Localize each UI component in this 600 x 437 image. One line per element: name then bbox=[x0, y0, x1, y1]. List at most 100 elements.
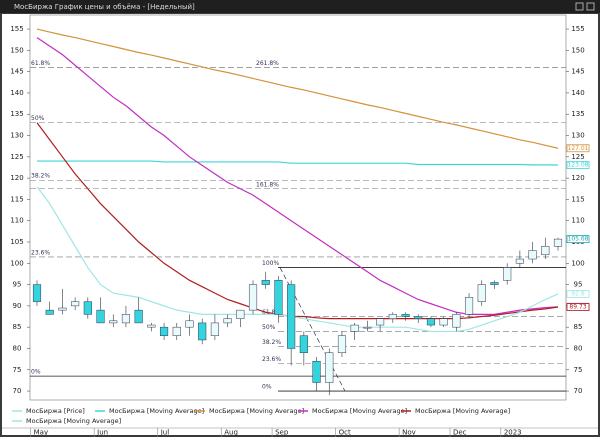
last-value-box bbox=[566, 290, 590, 298]
candle-body bbox=[160, 326, 169, 336]
legend-label: МосБиржа [Moving Average] bbox=[312, 407, 407, 415]
candle-body bbox=[261, 280, 270, 285]
candle-body bbox=[452, 314, 461, 328]
x-tick-label: Jul bbox=[160, 429, 170, 437]
last-value-label: 127.01 bbox=[568, 145, 589, 152]
moving-average-line bbox=[36, 186, 559, 333]
y-tick-label: 130 bbox=[10, 132, 23, 140]
candle-body bbox=[528, 250, 537, 260]
last-value-label: 89.73 bbox=[569, 304, 586, 311]
moving-average-line bbox=[36, 122, 559, 320]
y-tick-label: 140 bbox=[571, 89, 584, 97]
candle-body bbox=[363, 326, 372, 329]
y-tick-label: 130 bbox=[571, 132, 584, 140]
legend-label: МосБиржа [Price] bbox=[26, 407, 85, 415]
title-bar bbox=[0, 0, 600, 13]
fib-label: 0% bbox=[31, 369, 41, 376]
y-tick-label: 75 bbox=[574, 366, 583, 374]
candle-body bbox=[83, 301, 92, 315]
x-tick-label: Dec bbox=[453, 429, 467, 437]
x-tick-label: Aug bbox=[224, 429, 238, 437]
y-tick-label: 100 bbox=[10, 259, 23, 267]
candle-body bbox=[71, 301, 80, 307]
candle-body bbox=[236, 309, 245, 319]
window-title: МосБиржа График цены и объёма - [Недельн… bbox=[14, 3, 195, 11]
candle-body bbox=[198, 322, 207, 341]
last-value-box bbox=[566, 161, 590, 169]
y-tick-label: 105 bbox=[10, 238, 23, 246]
candle-body bbox=[401, 314, 410, 317]
candle-body bbox=[464, 297, 474, 315]
fib-label: 50% bbox=[262, 324, 276, 331]
candle-body bbox=[299, 335, 308, 353]
candle-body bbox=[32, 284, 42, 302]
fib-label: 50% bbox=[31, 115, 45, 122]
x-tick-label: Jun bbox=[96, 429, 108, 437]
fib-label: 261.8% bbox=[256, 60, 279, 67]
last-value-label: 105.68 bbox=[568, 236, 589, 243]
x-tick-label: 2023 bbox=[504, 429, 522, 437]
fib-label: 100% bbox=[262, 260, 279, 267]
candle-body bbox=[388, 314, 397, 319]
y-tick-label: 135 bbox=[571, 110, 584, 118]
candle-body bbox=[490, 282, 499, 285]
maximize-button[interactable] bbox=[575, 2, 584, 11]
candle-body bbox=[134, 309, 143, 324]
y-tick-label: 75 bbox=[13, 366, 22, 374]
x-tick-label: Nov bbox=[402, 429, 416, 437]
candle-body bbox=[147, 324, 156, 328]
candle-body bbox=[248, 284, 258, 311]
legend-label: МосБиржа [Moving Average] bbox=[415, 407, 510, 415]
x-tick-label: Sep bbox=[275, 429, 289, 437]
candle-body bbox=[121, 314, 131, 324]
fib-label: 38.2% bbox=[262, 339, 281, 346]
close-button[interactable] bbox=[586, 2, 595, 11]
y-tick-label: 85 bbox=[574, 323, 583, 331]
y-tick-label: 125 bbox=[10, 153, 23, 161]
last-value-label: 123.08 bbox=[568, 161, 589, 168]
candle-body bbox=[376, 318, 385, 326]
candle-body bbox=[325, 352, 334, 383]
legend-label: МосБиржа [Moving Average] bbox=[209, 407, 304, 415]
last-value-box bbox=[566, 144, 590, 153]
candle-body bbox=[337, 335, 347, 353]
candle-body bbox=[45, 309, 54, 315]
candle-body bbox=[58, 307, 67, 311]
y-tick-label: 110 bbox=[571, 217, 584, 225]
y-tick-label: 120 bbox=[10, 174, 23, 182]
candle-body bbox=[350, 324, 359, 332]
candle-body bbox=[439, 318, 448, 326]
fib-label: 61.8% bbox=[262, 309, 281, 316]
fib-label: 23.6% bbox=[31, 249, 50, 256]
y-tick-label: 125 bbox=[571, 153, 584, 161]
y-tick-label: 140 bbox=[10, 89, 23, 97]
fib-trend bbox=[279, 267, 346, 392]
candle-body bbox=[414, 316, 423, 319]
y-tick-label: 85 bbox=[13, 323, 22, 331]
y-tick-label: 110 bbox=[10, 217, 23, 225]
candle-body bbox=[172, 326, 181, 336]
fib-label: 161.8% bbox=[256, 181, 279, 188]
candle-body bbox=[210, 322, 219, 336]
candle-body bbox=[287, 284, 296, 349]
y-tick-label: 115 bbox=[571, 195, 584, 203]
last-value-box bbox=[566, 235, 590, 244]
candle-body bbox=[274, 280, 283, 315]
candle-body bbox=[553, 238, 563, 247]
y-tick-label: 115 bbox=[10, 195, 23, 203]
moving-average-line bbox=[36, 28, 559, 149]
y-tick-label: 135 bbox=[10, 110, 23, 118]
fib-label: 0% bbox=[262, 384, 272, 391]
fib-label: 61.8% bbox=[31, 60, 50, 67]
x-tick-label: May bbox=[34, 429, 48, 437]
moving-average-line bbox=[37, 160, 559, 166]
y-tick-label: 80 bbox=[13, 344, 22, 352]
candle-body bbox=[477, 284, 486, 302]
y-tick-label: 95 bbox=[574, 281, 583, 289]
legend-label: МосБиржа [Moving Average] bbox=[109, 407, 204, 415]
y-tick-label: 155 bbox=[571, 25, 584, 33]
candle-body bbox=[223, 318, 232, 324]
plot-area bbox=[29, 14, 567, 401]
